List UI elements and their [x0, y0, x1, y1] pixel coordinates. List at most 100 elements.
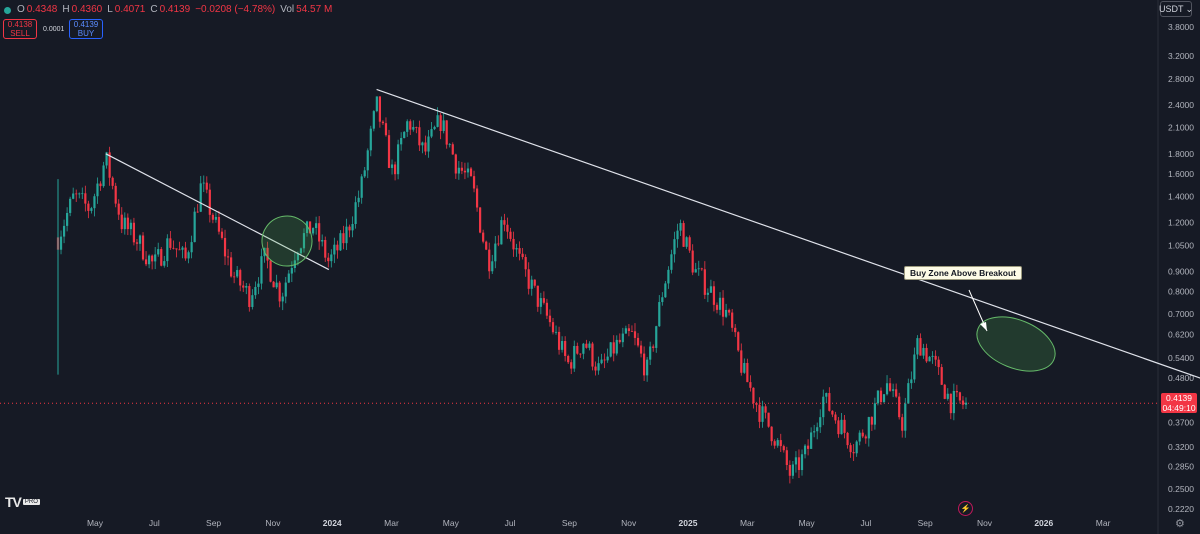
- candle-body: [93, 196, 96, 209]
- price-tick-label: 0.2220: [1168, 504, 1194, 514]
- candle-body: [567, 355, 570, 363]
- candle-body: [135, 242, 139, 244]
- candle-body: [600, 359, 603, 364]
- candle-body: [582, 343, 585, 354]
- candle-body: [393, 164, 397, 175]
- candlestick-series: [56, 96, 968, 484]
- time-axis[interactable]: May Jul Sep Nov 2024 Mar May Jul Sep Nov 2025 Mar Ma…: [87, 518, 1111, 528]
- candle-body: [369, 128, 372, 151]
- candle-body: [430, 129, 433, 137]
- candle-body: [576, 345, 579, 354]
- low-value: 0.4071: [114, 4, 146, 15]
- candle-body: [324, 239, 327, 258]
- candle-body: [515, 248, 518, 250]
- candle-body: [627, 328, 631, 332]
- candle-body: [536, 285, 539, 307]
- candle-body: [342, 233, 345, 244]
- candle-body: [949, 393, 952, 414]
- buy-button[interactable]: 0.4139 BUY: [69, 19, 103, 39]
- flash-icon[interactable]: ⚡: [958, 501, 973, 516]
- candle-body: [184, 247, 187, 259]
- price-tick-label: 0.2850: [1168, 462, 1194, 472]
- spread-value: 0.0001: [43, 25, 65, 33]
- candle-body: [734, 327, 737, 333]
- candle-body: [345, 226, 348, 244]
- candle-body: [233, 276, 236, 278]
- sell-button[interactable]: 0.4138 SELL: [3, 19, 37, 39]
- candle-body: [372, 111, 375, 129]
- candle-body: [749, 382, 752, 388]
- trade-panel: 0.4138 SELL 0.0001 0.4139 BUY: [3, 19, 103, 39]
- time-tick-label: Jul: [860, 518, 871, 528]
- volume-label: Vol: [280, 4, 295, 15]
- price-tick-label: 0.5400: [1168, 353, 1194, 363]
- candle-body: [703, 269, 706, 295]
- candle-body: [646, 359, 649, 376]
- candle-body: [424, 142, 427, 152]
- breakout-zone-ellipse: [261, 215, 313, 267]
- candle-body: [475, 188, 479, 208]
- candle-body: [633, 331, 637, 338]
- price-axis[interactable]: 3.8000 3.2000 2.8000 2.4000 2.1000 1.8000 1.60…: [1168, 22, 1194, 514]
- candle-body: [512, 238, 515, 250]
- candle-body: [922, 347, 925, 356]
- buy-zone-annotation[interactable]: Buy Zone Above Breakout: [904, 266, 1022, 280]
- high-label: H: [62, 4, 70, 15]
- candle-body: [603, 359, 606, 361]
- candle-body: [406, 121, 409, 132]
- candle-body: [910, 379, 913, 384]
- candle-body: [436, 115, 439, 127]
- time-tick-label: Mar: [1096, 518, 1111, 528]
- candle-body: [415, 127, 418, 128]
- candle-body: [955, 390, 958, 393]
- gear-icon[interactable]: ⚙: [1175, 518, 1185, 530]
- candle-body: [618, 339, 621, 343]
- candle-body: [418, 127, 421, 146]
- candle-body: [694, 269, 697, 273]
- candle-body: [758, 404, 761, 422]
- candle-body: [384, 123, 388, 136]
- candle-body: [87, 203, 90, 211]
- candle-body: [485, 241, 488, 250]
- candle-body: [767, 412, 770, 427]
- candle-body: [664, 283, 667, 298]
- candle-body: [691, 250, 694, 273]
- open-label: O: [17, 4, 25, 15]
- candle-body: [782, 446, 785, 451]
- candle-body: [585, 343, 588, 348]
- candle-body: [551, 322, 555, 333]
- currency-selector[interactable]: USDT ⌄: [1159, 1, 1193, 17]
- candle-body: [715, 304, 719, 310]
- candle-body: [327, 257, 330, 262]
- candle-body: [178, 249, 181, 251]
- candle-body: [439, 115, 442, 131]
- low-label: L: [107, 4, 113, 15]
- candle-body: [819, 417, 822, 428]
- current-price-tag: 0.4139 04:49:10: [1161, 393, 1197, 413]
- candle-body: [357, 197, 360, 203]
- candle-body: [114, 185, 117, 204]
- candle-body: [196, 211, 199, 213]
- candle-body: [311, 228, 315, 234]
- candle-body: [299, 248, 303, 254]
- candle-body: [117, 203, 120, 215]
- candle-body: [445, 120, 448, 145]
- candle-body: [931, 355, 934, 357]
- candle-body: [904, 403, 907, 431]
- candle-body: [843, 419, 846, 433]
- candle-body: [937, 359, 940, 368]
- candle-body: [564, 341, 567, 356]
- price-tick-label: 0.2500: [1168, 484, 1194, 494]
- close-value: 0.4139: [159, 4, 191, 15]
- candle-body: [154, 254, 157, 262]
- tradingview-logo[interactable]: TV PRO: [5, 494, 40, 510]
- candle-body: [469, 168, 473, 177]
- candle-body: [272, 281, 275, 288]
- candle-body: [409, 121, 412, 130]
- candle-body: [542, 298, 545, 303]
- candle-body: [141, 235, 145, 260]
- candle-body: [463, 170, 467, 173]
- candle-body: [497, 243, 500, 245]
- candle-body: [700, 268, 703, 270]
